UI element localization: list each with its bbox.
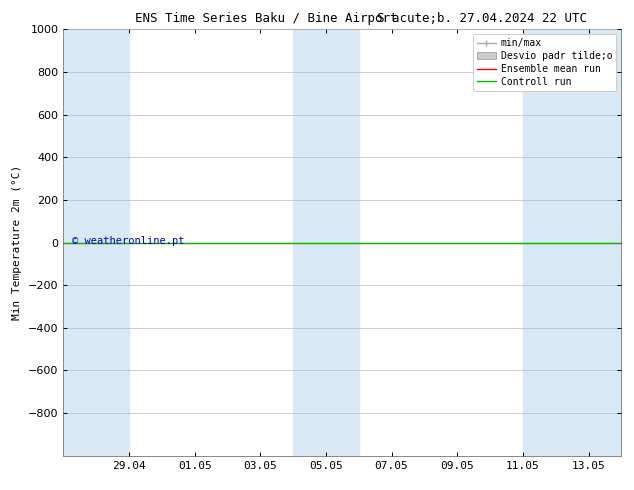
Text: ENS Time Series Baku / Bine Airport: ENS Time Series Baku / Bine Airport xyxy=(135,12,398,25)
Text: S acute;b. 27.04.2024 22 UTC: S acute;b. 27.04.2024 22 UTC xyxy=(377,12,587,25)
Bar xyxy=(555,29,621,456)
Legend: min/max, Desvio padr tilde;o, Ensemble mean run, Controll run: min/max, Desvio padr tilde;o, Ensemble m… xyxy=(473,34,616,91)
Bar xyxy=(326,29,359,456)
Text: © weatheronline.pt: © weatheronline.pt xyxy=(72,236,184,246)
Bar xyxy=(523,29,555,456)
Bar xyxy=(293,29,326,456)
Bar xyxy=(63,29,129,456)
Y-axis label: Min Temperature 2m (°C): Min Temperature 2m (°C) xyxy=(13,165,22,320)
